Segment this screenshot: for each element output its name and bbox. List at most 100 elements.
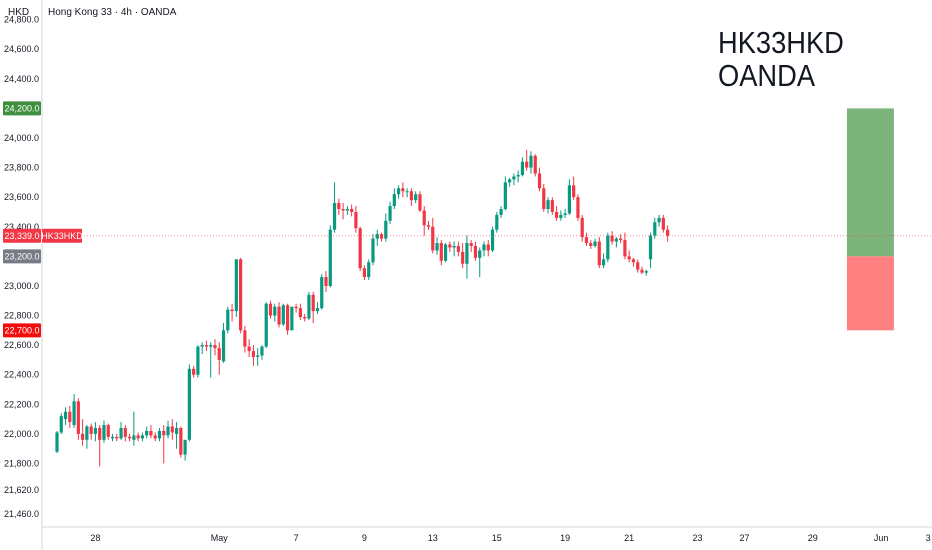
candle-body xyxy=(542,188,546,210)
candle xyxy=(456,241,460,257)
candle xyxy=(478,247,482,278)
candle-body xyxy=(397,188,401,195)
candle-body xyxy=(179,427,183,455)
candle xyxy=(606,232,610,263)
candle xyxy=(542,183,546,212)
candle xyxy=(315,302,320,315)
x-tick-label: 28 xyxy=(90,533,100,543)
candle-body xyxy=(145,430,149,436)
target-price-label-box xyxy=(3,101,41,116)
candle-body xyxy=(379,234,384,239)
candle xyxy=(580,214,584,242)
candle xyxy=(490,226,495,252)
candle-body xyxy=(153,435,157,439)
candle-body xyxy=(469,243,473,246)
candle xyxy=(486,240,490,257)
candle xyxy=(230,303,234,322)
candle xyxy=(409,188,414,207)
candle xyxy=(508,177,512,187)
candle xyxy=(422,206,426,236)
candle-body xyxy=(294,306,298,309)
candle xyxy=(81,419,85,446)
candle-body xyxy=(290,306,294,331)
candle xyxy=(307,291,311,320)
y-tick-label: 23,000.0 xyxy=(4,281,39,291)
candle xyxy=(132,411,136,446)
candle xyxy=(525,149,529,171)
candle xyxy=(529,151,533,174)
candle xyxy=(251,345,256,366)
entry-price-label-box xyxy=(3,249,41,264)
candle xyxy=(303,314,307,322)
candle-body xyxy=(320,277,324,309)
y-tick-label: 24,800.0 xyxy=(4,15,39,25)
candle xyxy=(537,167,542,192)
price-labels: 24,200.0 23,200.0 22,700.0 23,339.0 HK33HKD xyxy=(3,101,932,338)
candle-body xyxy=(81,433,85,440)
candle-body xyxy=(405,191,409,193)
candle-body xyxy=(443,244,448,261)
candle-body xyxy=(328,229,332,286)
candle xyxy=(320,274,324,310)
candle-body xyxy=(499,209,503,215)
candle-body xyxy=(303,317,307,319)
candle xyxy=(328,225,332,288)
candle xyxy=(273,303,277,322)
candle-body xyxy=(162,430,166,436)
candle-body xyxy=(132,435,136,440)
candle xyxy=(401,182,405,198)
candle-body xyxy=(149,430,153,436)
candle xyxy=(426,220,431,230)
candle-body xyxy=(68,411,72,423)
candle-body xyxy=(439,243,443,261)
candle-body xyxy=(388,206,392,221)
candle-body xyxy=(93,427,98,434)
candle xyxy=(567,179,571,215)
candle-body xyxy=(512,176,516,180)
candle xyxy=(388,201,392,224)
candle-body xyxy=(448,244,452,248)
candle-body xyxy=(102,425,106,440)
candle-body xyxy=(409,191,414,201)
candle xyxy=(559,210,563,221)
candle xyxy=(520,157,525,177)
candle xyxy=(516,170,520,183)
candle xyxy=(72,393,76,428)
symbol-info[interactable]: Hong Kong 33 · 4h · OANDA xyxy=(48,7,177,18)
candle-body xyxy=(264,303,268,347)
candle xyxy=(119,422,123,440)
candle-body xyxy=(418,194,422,211)
candle xyxy=(187,364,191,442)
candle xyxy=(204,340,209,352)
time-axis: 28May7913151921232729Jun3456 xyxy=(42,526,932,543)
candle-body xyxy=(345,209,349,211)
candle-body xyxy=(478,250,482,258)
candle xyxy=(213,339,217,356)
candle-body xyxy=(495,214,499,230)
candle-body xyxy=(465,243,469,264)
candle-body xyxy=(221,330,226,362)
candle-body xyxy=(563,213,567,215)
y-tick-label: 21,460.0 xyxy=(4,509,39,519)
candle xyxy=(572,176,576,201)
candle-body xyxy=(298,308,302,318)
candle xyxy=(247,339,251,357)
candle xyxy=(127,433,132,442)
candle-body xyxy=(554,211,559,218)
candle-body xyxy=(614,238,618,242)
candle xyxy=(298,303,302,320)
candle xyxy=(657,214,661,227)
candle-body xyxy=(226,309,230,331)
candle xyxy=(106,423,110,440)
candle-body xyxy=(213,345,217,349)
candle xyxy=(439,240,443,266)
candle-body xyxy=(516,174,520,177)
y-tick-label: 22,600.0 xyxy=(4,340,39,350)
candle-body xyxy=(123,427,127,437)
candle xyxy=(174,422,179,449)
candle-body xyxy=(452,245,456,248)
candle xyxy=(170,419,174,440)
candle-body xyxy=(550,200,554,212)
candle-body xyxy=(119,427,123,439)
